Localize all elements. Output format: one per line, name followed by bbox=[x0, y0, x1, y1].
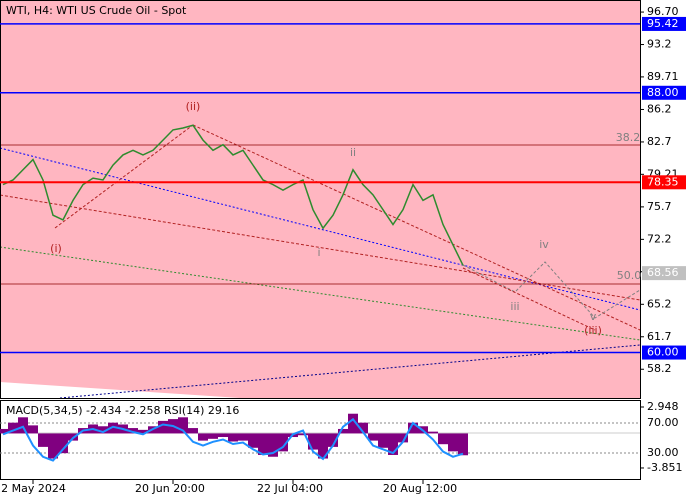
wave-label: 50.0 bbox=[617, 269, 642, 282]
x-tick-label: 22 May 2024 bbox=[0, 482, 66, 495]
wave-label: ii bbox=[350, 146, 356, 159]
chart-title: WTI, H4: WTI US Crude Oil - Spot bbox=[6, 4, 187, 17]
macd-bar bbox=[108, 422, 118, 434]
blank-area bbox=[0, 382, 240, 398]
macd-bar bbox=[138, 429, 148, 434]
level-box bbox=[642, 85, 686, 100]
macd-bar bbox=[398, 433, 408, 443]
macd-bar bbox=[378, 433, 388, 448]
macd-bar bbox=[438, 433, 448, 445]
macd-bar bbox=[198, 433, 208, 441]
price-line bbox=[2, 124, 464, 266]
wave-projection bbox=[462, 261, 641, 319]
macd-bar bbox=[388, 433, 398, 455]
macd-bar bbox=[458, 433, 468, 456]
macd-bar bbox=[308, 433, 318, 450]
wave-label: iv bbox=[539, 238, 549, 251]
trend-line bbox=[0, 194, 641, 301]
wave-projection bbox=[462, 267, 596, 331]
trend-line bbox=[192, 124, 641, 331]
wave-label: (ii) bbox=[186, 100, 201, 113]
level-box bbox=[642, 175, 686, 190]
level-label: 95.42 bbox=[647, 17, 679, 30]
y-tick-label: 61.7 bbox=[647, 330, 672, 343]
macd-bar bbox=[208, 433, 218, 439]
macd-bar bbox=[258, 433, 268, 455]
level-label: 60.00 bbox=[647, 346, 679, 359]
rsi-line bbox=[2, 417, 464, 462]
sub-frame bbox=[0, 400, 641, 480]
macd-bar bbox=[228, 433, 238, 442]
level-box bbox=[642, 16, 686, 31]
y2-tick-label: 70.00 bbox=[647, 416, 679, 429]
x-tick-label: 22 Jul 04:00 bbox=[257, 482, 323, 495]
level-label: 78.35 bbox=[647, 175, 679, 188]
macd-bar bbox=[408, 422, 418, 434]
y-tick-label: -3.851 bbox=[647, 461, 682, 474]
indicator-title: MACD(5,34,5) -2.434 -2.258 RSI(14) 29.16 bbox=[6, 404, 239, 417]
macd-bar bbox=[218, 433, 228, 438]
y-tick-label: 75.7 bbox=[647, 200, 672, 213]
macd-bar bbox=[278, 433, 288, 452]
macd-bar bbox=[188, 428, 198, 434]
trend-line bbox=[54, 124, 194, 229]
macd-bar bbox=[58, 433, 68, 454]
y-tick-label: 96.70 bbox=[647, 5, 679, 18]
y-tick-label: 58.2 bbox=[647, 362, 672, 375]
x-tick-label: 20 Jun 20:00 bbox=[135, 482, 205, 495]
y-tick-label: 93.2 bbox=[647, 38, 672, 51]
macd-bar bbox=[18, 417, 28, 434]
macd-bar bbox=[318, 433, 328, 459]
plot-background bbox=[0, 0, 640, 398]
macd-bar bbox=[48, 433, 58, 459]
macd-bar bbox=[348, 413, 358, 434]
y-tick-label: 72.2 bbox=[647, 232, 672, 245]
trend-line bbox=[59, 344, 641, 399]
macd-bar bbox=[238, 433, 248, 441]
wave-label: iii bbox=[510, 300, 519, 313]
macd-bar bbox=[328, 433, 338, 447]
level-box bbox=[642, 345, 686, 360]
y2-tick-label: 30.00 bbox=[647, 446, 679, 459]
macd-bar bbox=[248, 433, 258, 448]
macd-bar bbox=[0, 428, 8, 434]
macd-bar bbox=[268, 433, 278, 457]
macd-bar bbox=[338, 428, 348, 434]
y-tick-label: 86.2 bbox=[647, 102, 672, 115]
wave-label: i bbox=[317, 246, 320, 259]
macd-bar bbox=[178, 417, 188, 434]
macd-bar bbox=[28, 425, 38, 434]
macd-bar bbox=[368, 433, 378, 441]
wave-label: (i) bbox=[50, 242, 62, 255]
level-label: 88.00 bbox=[647, 86, 679, 99]
macd-bar bbox=[428, 431, 438, 434]
y-tick-label: 82.7 bbox=[647, 135, 672, 148]
macd-bar bbox=[38, 433, 48, 447]
y-tick-label: 2.948 bbox=[647, 400, 679, 413]
y-tick-label: 89.71 bbox=[647, 70, 679, 83]
wave-label: 38.2 bbox=[616, 131, 641, 144]
wave-label: (iii) bbox=[584, 324, 602, 337]
level-label: 68.56 bbox=[647, 266, 679, 279]
x-tick-label: 20 Aug 12:00 bbox=[383, 482, 457, 495]
macd-bar bbox=[158, 420, 168, 434]
macd-bar bbox=[8, 422, 18, 434]
macd-bar bbox=[98, 426, 108, 434]
wave-label: v bbox=[590, 310, 597, 323]
trend-lines bbox=[0, 124, 641, 399]
macd-bar bbox=[298, 433, 308, 436]
macd-bar bbox=[358, 422, 368, 434]
plot-frame bbox=[0, 0, 641, 399]
macd-bar bbox=[128, 428, 138, 434]
y-tick-label: 65.2 bbox=[647, 297, 672, 310]
level-box bbox=[642, 266, 686, 281]
macd-bar bbox=[448, 433, 458, 452]
